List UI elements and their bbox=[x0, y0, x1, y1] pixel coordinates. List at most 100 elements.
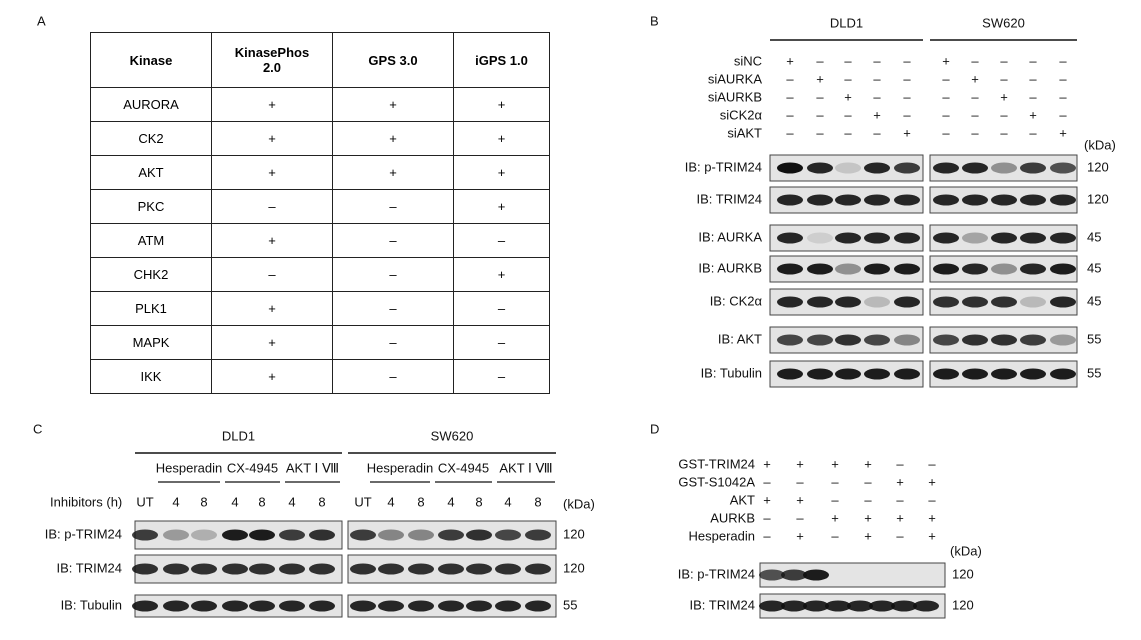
band bbox=[894, 263, 920, 275]
sign: – bbox=[763, 510, 771, 525]
sign: – bbox=[903, 71, 911, 86]
cell-line: DLD1 bbox=[830, 15, 863, 30]
sign: – bbox=[873, 53, 881, 68]
band bbox=[777, 162, 803, 174]
band bbox=[163, 529, 189, 541]
band bbox=[222, 563, 248, 575]
blot-label: IB: TRIM24 bbox=[696, 191, 762, 206]
band bbox=[807, 296, 833, 308]
table-cell: – bbox=[211, 189, 333, 224]
band bbox=[835, 162, 861, 174]
sign: – bbox=[971, 53, 979, 68]
band bbox=[991, 334, 1017, 346]
band bbox=[466, 529, 492, 541]
inhibitor: CX-4945 bbox=[227, 460, 278, 475]
blot-label: IB: AKT bbox=[718, 331, 762, 346]
sign: – bbox=[1000, 107, 1008, 122]
table-cell: PKC bbox=[90, 189, 212, 224]
band bbox=[933, 194, 959, 206]
blot-label: IB: Tubulin bbox=[61, 597, 122, 612]
lane-label: 8 bbox=[200, 494, 207, 509]
band bbox=[777, 263, 803, 275]
panel-label: D bbox=[650, 421, 659, 436]
table-cell: ATM bbox=[90, 223, 212, 258]
lane-label: 4 bbox=[447, 494, 454, 509]
band bbox=[1050, 232, 1076, 244]
band bbox=[438, 600, 464, 612]
sign: – bbox=[831, 492, 839, 507]
lane-label: 4 bbox=[288, 494, 295, 509]
sign: – bbox=[864, 492, 872, 507]
band bbox=[825, 600, 851, 612]
band bbox=[933, 263, 959, 275]
blot-label: IB: TRIM24 bbox=[56, 560, 122, 575]
band bbox=[864, 162, 890, 174]
band bbox=[249, 529, 275, 541]
band bbox=[864, 232, 890, 244]
band bbox=[777, 194, 803, 206]
inhibitor: Hesperadin bbox=[156, 460, 223, 475]
band bbox=[864, 334, 890, 346]
condition-label: siAURKA bbox=[708, 71, 763, 86]
inhibitor: AKT Ⅰ Ⅷ bbox=[286, 460, 339, 475]
header-text: KinasePhos 2.0 bbox=[234, 45, 310, 75]
sign: – bbox=[928, 456, 936, 471]
lane-label: 8 bbox=[417, 494, 424, 509]
band bbox=[933, 296, 959, 308]
kda: 120 bbox=[952, 597, 974, 612]
band bbox=[864, 194, 890, 206]
band bbox=[835, 232, 861, 244]
table-cell: PLK1 bbox=[90, 291, 212, 326]
band bbox=[864, 368, 890, 380]
blot-label: IB: p-TRIM24 bbox=[685, 159, 762, 174]
sign: – bbox=[844, 53, 852, 68]
sign: + bbox=[796, 528, 804, 543]
band bbox=[163, 600, 189, 612]
sign: – bbox=[971, 107, 979, 122]
band bbox=[132, 600, 158, 612]
cell-line: SW620 bbox=[982, 15, 1025, 30]
band bbox=[408, 529, 434, 541]
lane-label: 8 bbox=[534, 494, 541, 509]
sign: – bbox=[942, 71, 950, 86]
band bbox=[466, 600, 492, 612]
panel-label: B bbox=[650, 13, 659, 28]
band bbox=[933, 232, 959, 244]
band bbox=[835, 296, 861, 308]
band bbox=[1020, 162, 1046, 174]
kda: 45 bbox=[1087, 229, 1101, 244]
sign: + bbox=[1029, 107, 1037, 122]
lane-label: 8 bbox=[258, 494, 265, 509]
band bbox=[835, 194, 861, 206]
band bbox=[894, 194, 920, 206]
sign: + bbox=[928, 510, 936, 525]
sign: – bbox=[928, 492, 936, 507]
sign: – bbox=[971, 89, 979, 104]
table-cell: – bbox=[211, 257, 333, 292]
lane-label: 8 bbox=[318, 494, 325, 509]
table-cell: + bbox=[332, 155, 454, 190]
band bbox=[777, 232, 803, 244]
condition-label: siCK2α bbox=[720, 107, 763, 122]
band bbox=[495, 600, 521, 612]
sign: – bbox=[1059, 71, 1067, 86]
panel-label: C bbox=[33, 421, 42, 436]
lane-label: 4 bbox=[172, 494, 179, 509]
sign: – bbox=[896, 528, 904, 543]
sign: + bbox=[971, 71, 979, 86]
kda: 120 bbox=[952, 566, 974, 581]
band bbox=[408, 563, 434, 575]
table-cell: + bbox=[211, 291, 333, 326]
band bbox=[350, 529, 376, 541]
band bbox=[163, 563, 189, 575]
band bbox=[933, 162, 959, 174]
band bbox=[894, 296, 920, 308]
kda-unit: (kDa) bbox=[1084, 137, 1116, 152]
kda: 55 bbox=[1087, 365, 1101, 380]
sign: + bbox=[786, 53, 794, 68]
band bbox=[279, 600, 305, 612]
band bbox=[847, 600, 873, 612]
band bbox=[803, 600, 829, 612]
sign: + bbox=[831, 456, 839, 471]
